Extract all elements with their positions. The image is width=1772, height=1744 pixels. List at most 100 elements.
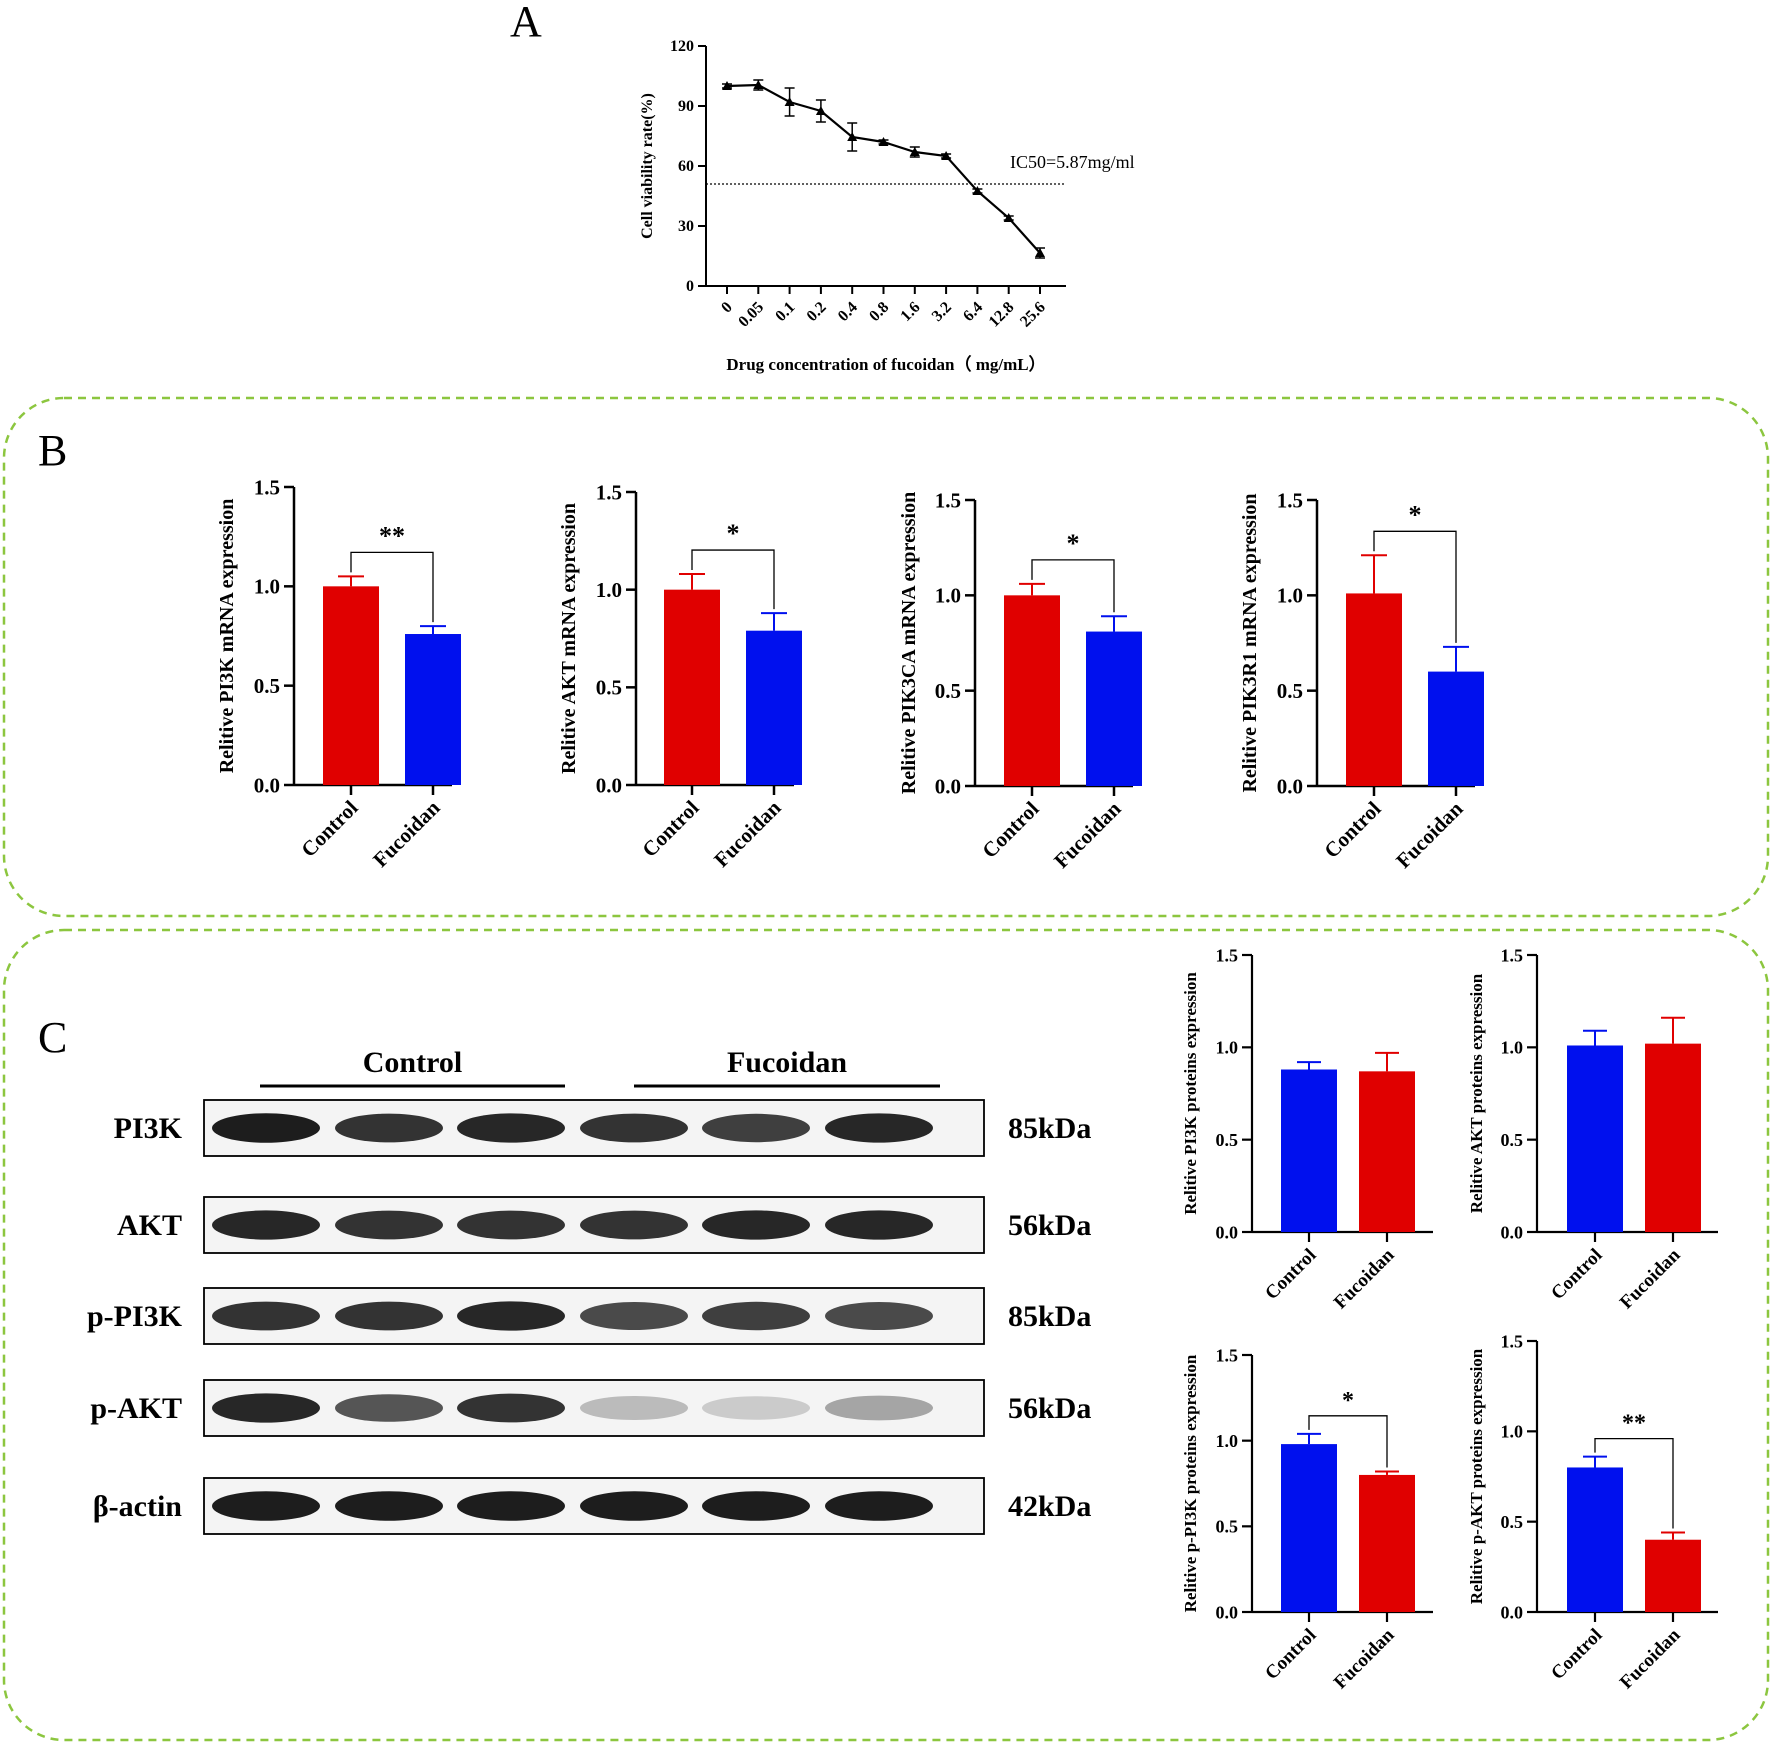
x-tick-label: 0.1 [772,299,798,325]
y-axis-label: Relitive PI3K proteins expression [1181,972,1200,1215]
y-tick-label: 0.0 [1501,1602,1524,1622]
blot-band [457,1301,565,1331]
x-tick-label: 6.4 [960,299,986,325]
series-line [726,83,1041,254]
y-tick-label: 1.0 [935,584,961,608]
bar-control [1567,1045,1623,1232]
panel-label-b: B [38,426,67,475]
blot-band [212,1113,320,1143]
y-tick-label: 120 [670,38,694,55]
blot-frame [203,1379,985,1437]
y-axis-label: Relitive p-AKT proteins expression [1467,1348,1486,1604]
blot-band [212,1491,320,1521]
y-tick-label: 0.0 [1501,1222,1524,1242]
blot-size-label: 56kDa [1008,1209,1091,1242]
blot-group-label: Control [363,1046,462,1079]
x-tick-label: Fucoidan [368,795,445,872]
significance-marker: * [1342,1388,1354,1414]
bar-fucoidan [1359,1071,1415,1232]
y-tick-label: 1.0 [1501,1422,1524,1442]
y-axis-label: Relitive p-PI3K proteins expression [1181,1354,1200,1612]
y-tick-label: 1.0 [254,575,280,599]
x-tick-label: Fucoidan [1616,1624,1685,1693]
y-tick-label: 0.0 [254,773,280,797]
y-tick-label: 1.0 [1216,1038,1239,1058]
y-axis-label: Relitive AKT proteins expression [1467,973,1486,1213]
y-tick-label: 0.5 [935,679,961,703]
blot-size-label: 85kDa [1008,1112,1091,1145]
x-tick-label: 1.6 [897,299,923,325]
y-tick-label: 1.5 [1501,945,1524,965]
bar-control [1004,595,1060,786]
blot-band [702,1301,810,1331]
blot-band [580,1210,688,1240]
y-tick-label: 0.5 [1277,679,1303,703]
blot-size-label: 85kDa [1008,1300,1091,1333]
y-tick-label: 0.5 [1216,1517,1239,1537]
x-tick-label: 12.8 [986,299,1018,331]
blot-band [335,1301,443,1331]
significance-bracket [691,549,775,610]
blot-band [457,1393,565,1423]
bar-control [323,586,379,785]
chart-c1: 0.0 0.5 1.0 1.5 Control Fucoidan Relitive PI3K… [1181,945,1433,1313]
blot-band [335,1491,443,1521]
blot-band [825,1210,933,1240]
y-tick-label: 0.0 [596,773,622,797]
blot-band [212,1210,320,1240]
x-tick-label: Control [977,796,1043,862]
x-tick-label: 0.05 [735,299,767,331]
blot-band [580,1491,688,1521]
bar-fucoidan [1086,631,1142,786]
blot-band [825,1395,933,1421]
x-tick-label: 0 [718,299,736,317]
blot-band [212,1393,320,1423]
bar-fucoidan [1645,1539,1701,1612]
data-point [941,151,952,160]
chart-b3: 0.0 0.5 1.0 1.5 Control Fucoidan * Relitive PIK… [898,488,1142,873]
panel-label-a: A [510,0,542,46]
significance-marker: * [1409,500,1422,529]
bar-fucoidan [1645,1043,1701,1232]
y-tick-label: 0.5 [596,676,622,700]
blot-size-label: 42kDa [1008,1490,1091,1523]
bar-control [1281,1069,1337,1232]
x-tick-label: 25.6 [1017,299,1049,331]
y-tick-label: 0.5 [1216,1130,1239,1150]
bar-fucoidan [746,630,802,785]
y-tick-label: 1.0 [1277,584,1303,608]
chart-b2: 0.0 0.5 1.0 1.5 Control Fucoidan * Relitive AKT… [558,480,802,872]
significance-marker: ** [1622,1411,1646,1437]
blot-band [335,1113,443,1143]
chart-c4: 0.0 0.5 1.0 1.5 Control Fucoidan ** Relitive p-… [1467,1331,1718,1693]
x-tick-label: Control [1319,796,1385,862]
x-tick-label: Fucoidan [1049,796,1126,873]
significance-marker: * [1067,529,1080,558]
blot-protein-label: β-actin [93,1490,182,1523]
bar-fucoidan [405,634,461,785]
x-tick-label: Fucoidan [1330,1624,1399,1693]
blot-band [702,1210,810,1240]
y-tick-label: 1.0 [596,578,622,602]
chart-c2: 0.0 0.5 1.0 1.5 Control Fucoidan Relitive AKT … [1467,945,1718,1313]
blot-protein-label: p-AKT [90,1392,182,1425]
y-tick-label: 0.0 [1277,774,1303,798]
blot-band [335,1394,443,1422]
y-axis-label: Relitive PIK3R1 mRNA expression [1239,493,1261,792]
x-tick-label: 0.2 [804,299,830,325]
y-tick-label: 1.5 [254,475,280,499]
blot-band [580,1113,688,1143]
bar-fucoidan [1359,1474,1415,1612]
bar-control [1281,1444,1337,1612]
data-point [972,186,983,195]
x-tick-label: Control [1261,1625,1320,1684]
blot-group-label: Fucoidan [727,1046,847,1079]
x-tick-label: Fucoidan [1391,796,1468,873]
data-point [753,80,764,89]
y-tick-label: 0 [686,278,694,295]
data-point [784,97,795,106]
x-tick-label: Control [296,795,362,861]
x-tick-label: Fucoidan [709,795,786,872]
y-tick-label: 1.5 [935,488,961,512]
